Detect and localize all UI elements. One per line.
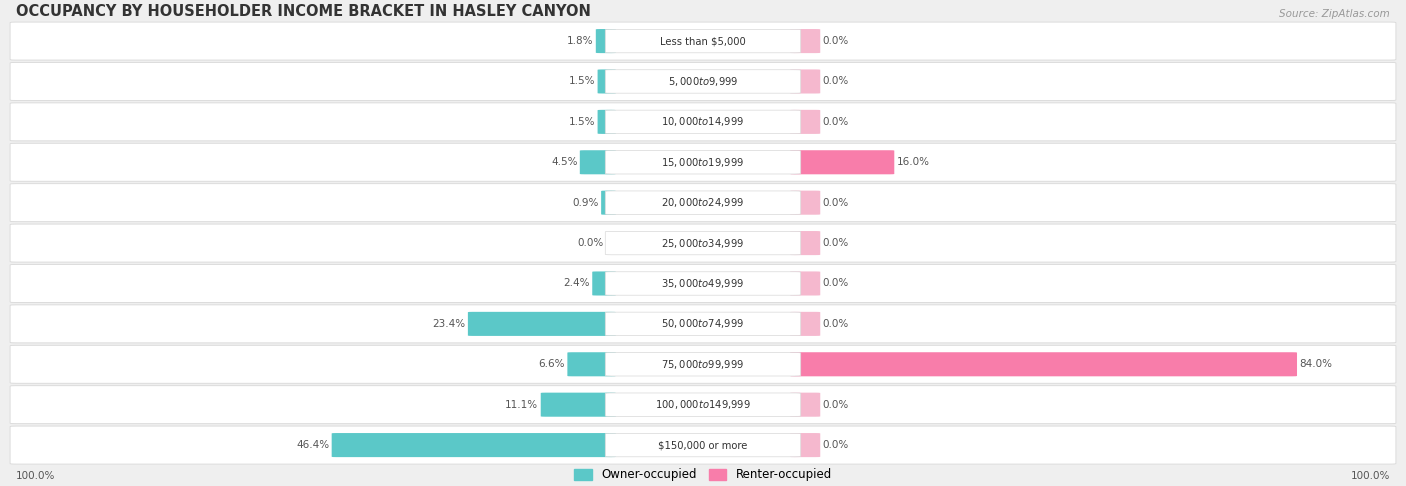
FancyBboxPatch shape (605, 312, 801, 336)
FancyBboxPatch shape (598, 69, 616, 93)
Text: OCCUPANCY BY HOUSEHOLDER INCOME BRACKET IN HASLEY CANYON: OCCUPANCY BY HOUSEHOLDER INCOME BRACKET … (15, 4, 591, 19)
Text: 0.0%: 0.0% (823, 198, 849, 208)
Text: 23.4%: 23.4% (433, 319, 465, 329)
Text: 0.0%: 0.0% (823, 76, 849, 87)
Text: $5,000 to $9,999: $5,000 to $9,999 (668, 75, 738, 88)
FancyBboxPatch shape (10, 345, 1396, 383)
FancyBboxPatch shape (605, 29, 801, 53)
FancyBboxPatch shape (790, 312, 820, 336)
FancyBboxPatch shape (605, 151, 801, 174)
Text: 16.0%: 16.0% (897, 157, 929, 167)
Text: 100.0%: 100.0% (1351, 471, 1391, 481)
Text: 0.0%: 0.0% (823, 278, 849, 289)
Text: 11.1%: 11.1% (505, 399, 538, 410)
FancyBboxPatch shape (10, 426, 1396, 464)
Text: 1.5%: 1.5% (568, 76, 595, 87)
FancyBboxPatch shape (790, 272, 820, 295)
Text: 0.0%: 0.0% (823, 440, 849, 450)
Text: 0.0%: 0.0% (578, 238, 605, 248)
FancyBboxPatch shape (605, 110, 801, 134)
Text: 1.5%: 1.5% (568, 117, 595, 127)
FancyBboxPatch shape (10, 103, 1396, 141)
FancyBboxPatch shape (10, 224, 1396, 262)
FancyBboxPatch shape (790, 150, 894, 174)
Text: 2.4%: 2.4% (564, 278, 591, 289)
FancyBboxPatch shape (10, 386, 1396, 424)
FancyBboxPatch shape (468, 312, 616, 336)
FancyBboxPatch shape (790, 191, 820, 215)
FancyBboxPatch shape (602, 191, 616, 215)
Text: Source: ZipAtlas.com: Source: ZipAtlas.com (1279, 9, 1391, 19)
FancyBboxPatch shape (790, 352, 1296, 376)
FancyBboxPatch shape (10, 305, 1396, 343)
Text: 84.0%: 84.0% (1299, 359, 1333, 369)
Text: 6.6%: 6.6% (538, 359, 565, 369)
Text: 1.8%: 1.8% (567, 36, 593, 46)
FancyBboxPatch shape (605, 231, 801, 255)
Text: $35,000 to $49,999: $35,000 to $49,999 (661, 277, 745, 290)
FancyBboxPatch shape (10, 143, 1396, 181)
Text: 4.5%: 4.5% (551, 157, 578, 167)
Text: 100.0%: 100.0% (15, 471, 55, 481)
FancyBboxPatch shape (568, 352, 616, 376)
FancyBboxPatch shape (605, 352, 801, 376)
FancyBboxPatch shape (790, 29, 820, 53)
FancyBboxPatch shape (790, 231, 820, 255)
Text: $100,000 to $149,999: $100,000 to $149,999 (655, 398, 751, 411)
Text: $20,000 to $24,999: $20,000 to $24,999 (661, 196, 745, 209)
Text: $50,000 to $74,999: $50,000 to $74,999 (661, 317, 745, 330)
FancyBboxPatch shape (10, 22, 1396, 60)
FancyBboxPatch shape (541, 393, 616, 417)
FancyBboxPatch shape (579, 150, 616, 174)
FancyBboxPatch shape (790, 433, 820, 457)
FancyBboxPatch shape (790, 393, 820, 417)
Text: 46.4%: 46.4% (297, 440, 329, 450)
Text: $10,000 to $14,999: $10,000 to $14,999 (661, 115, 745, 128)
Text: 0.0%: 0.0% (823, 319, 849, 329)
Text: $150,000 or more: $150,000 or more (658, 440, 748, 450)
FancyBboxPatch shape (592, 272, 616, 295)
FancyBboxPatch shape (605, 272, 801, 295)
Text: $15,000 to $19,999: $15,000 to $19,999 (661, 156, 745, 169)
Text: 0.0%: 0.0% (823, 238, 849, 248)
Text: $25,000 to $34,999: $25,000 to $34,999 (661, 237, 745, 250)
Text: 0.0%: 0.0% (823, 36, 849, 46)
FancyBboxPatch shape (10, 63, 1396, 101)
FancyBboxPatch shape (605, 393, 801, 417)
Text: Less than $5,000: Less than $5,000 (661, 36, 745, 46)
FancyBboxPatch shape (790, 110, 820, 134)
Text: 0.9%: 0.9% (572, 198, 599, 208)
Legend: Owner-occupied, Renter-occupied: Owner-occupied, Renter-occupied (569, 464, 837, 486)
FancyBboxPatch shape (10, 184, 1396, 222)
FancyBboxPatch shape (596, 29, 616, 53)
Text: 0.0%: 0.0% (823, 117, 849, 127)
FancyBboxPatch shape (605, 191, 801, 214)
FancyBboxPatch shape (790, 69, 820, 93)
FancyBboxPatch shape (598, 110, 616, 134)
Text: $75,000 to $99,999: $75,000 to $99,999 (661, 358, 745, 371)
FancyBboxPatch shape (332, 433, 616, 457)
FancyBboxPatch shape (10, 264, 1396, 302)
FancyBboxPatch shape (605, 70, 801, 93)
Text: 0.0%: 0.0% (823, 399, 849, 410)
FancyBboxPatch shape (605, 434, 801, 457)
